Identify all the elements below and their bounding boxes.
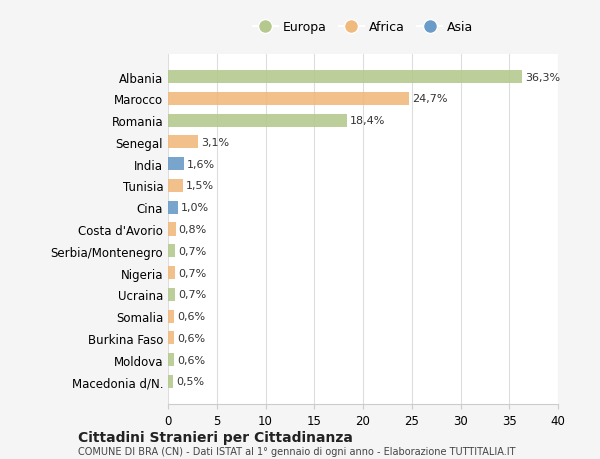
- Bar: [168, 353, 174, 366]
- Bar: [168, 288, 175, 301]
- Text: 0,6%: 0,6%: [177, 355, 205, 365]
- Text: 36,3%: 36,3%: [525, 73, 560, 83]
- Bar: [168, 310, 174, 323]
- Bar: [168, 266, 175, 280]
- Bar: [168, 223, 176, 236]
- Text: 0,6%: 0,6%: [177, 311, 205, 321]
- Text: 1,6%: 1,6%: [187, 159, 215, 169]
- Text: 0,7%: 0,7%: [178, 246, 206, 256]
- Text: 18,4%: 18,4%: [350, 116, 386, 126]
- Text: Cittadini Stranieri per Cittadinanza: Cittadini Stranieri per Cittadinanza: [78, 430, 353, 444]
- Bar: [168, 158, 184, 171]
- Text: COMUNE DI BRA (CN) - Dati ISTAT al 1° gennaio di ogni anno - Elaborazione TUTTIT: COMUNE DI BRA (CN) - Dati ISTAT al 1° ge…: [78, 447, 515, 456]
- Legend: Europa, Africa, Asia: Europa, Africa, Asia: [248, 16, 479, 39]
- Text: 24,7%: 24,7%: [412, 94, 447, 104]
- Text: 0,8%: 0,8%: [179, 224, 207, 235]
- Text: 3,1%: 3,1%: [201, 138, 229, 148]
- Bar: [168, 136, 198, 149]
- Bar: [168, 201, 178, 214]
- Text: 1,5%: 1,5%: [185, 181, 214, 191]
- Text: 0,5%: 0,5%: [176, 376, 204, 386]
- Bar: [168, 245, 175, 258]
- Text: 0,7%: 0,7%: [178, 268, 206, 278]
- Bar: [168, 71, 522, 84]
- Bar: [168, 114, 347, 128]
- Bar: [168, 179, 182, 193]
- Bar: [168, 331, 174, 345]
- Text: 1,0%: 1,0%: [181, 203, 209, 213]
- Bar: [168, 375, 173, 388]
- Text: 0,7%: 0,7%: [178, 290, 206, 300]
- Text: 0,6%: 0,6%: [177, 333, 205, 343]
- Bar: [168, 93, 409, 106]
